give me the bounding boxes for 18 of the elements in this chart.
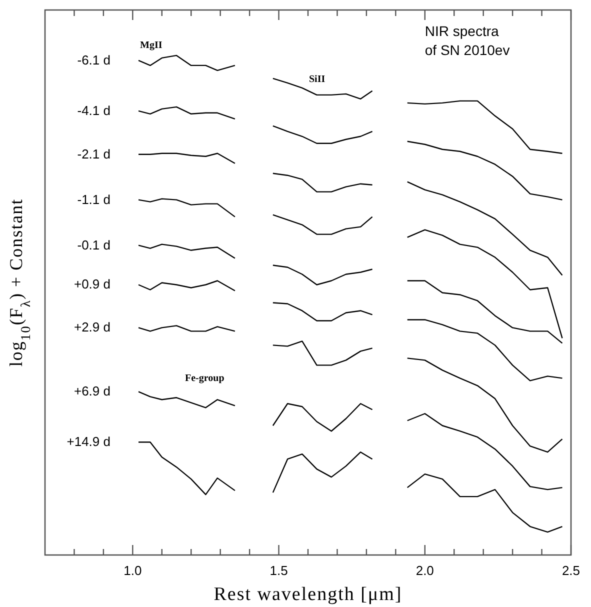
text: MgII: [140, 40, 162, 51]
x-axis-title: Rest wavelength [μm]: [214, 584, 402, 605]
x-tick-label: 1.5: [270, 563, 288, 578]
text: -4.1 d: [77, 102, 111, 118]
text: +14.9 d: [66, 434, 111, 450]
text: -2.1 d: [77, 146, 111, 162]
x-tick-label: 1.0: [124, 563, 142, 578]
text: -0.1 d: [77, 237, 111, 252]
annotation: SiII: [309, 74, 326, 85]
chart-title: NIR spectra of SN 2010ev: [424, 23, 510, 58]
text: -1.1 d: [77, 192, 111, 207]
text: -6.1 d: [77, 52, 111, 68]
x-tick-label: 2.5: [562, 563, 580, 578]
text: +0.9 d: [74, 276, 111, 292]
annotation: Fe-group: [185, 373, 225, 384]
x-tick-label: 2.0: [416, 563, 434, 578]
text: +6.9 d: [74, 384, 111, 399]
text: +2.9 d: [74, 320, 111, 335]
